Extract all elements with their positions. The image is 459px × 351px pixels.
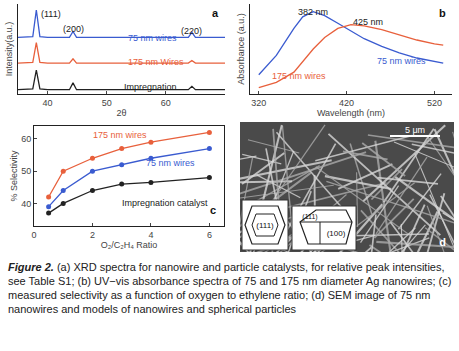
svg-text:382 nm: 382 nm — [298, 7, 328, 17]
svg-text:6: 6 — [207, 230, 212, 240]
svg-text:Absorbance (a.u.): Absorbance (a.u.) — [236, 13, 246, 85]
svg-text:b: b — [439, 7, 446, 19]
svg-text:(100): (100) — [327, 229, 346, 238]
svg-text:Intensity(a.u.): Intensity(a.u.) — [4, 22, 14, 77]
svg-text:40: 40 — [43, 98, 53, 108]
svg-text:(200): (200) — [63, 24, 84, 34]
svg-text:Impregnation catalyst: Impregnation catalyst — [122, 198, 208, 208]
svg-text:d: d — [439, 236, 446, 248]
svg-text:50: 50 — [102, 98, 112, 108]
svg-text:175 nm wires: 175 nm wires — [272, 71, 326, 81]
svg-text:2θ: 2θ — [116, 108, 126, 118]
svg-text:75 nm wires: 75 nm wires — [128, 33, 177, 43]
svg-text:% Selectivity: % Selectivity — [9, 150, 19, 202]
svg-text:c: c — [210, 204, 216, 216]
svg-text:75 nm wires: 75 nm wires — [146, 158, 195, 168]
svg-text:Impregnation: Impregnation — [124, 82, 177, 92]
svg-text:4: 4 — [148, 230, 153, 240]
svg-text:40: 40 — [21, 199, 31, 209]
svg-text:(111): (111) — [256, 221, 274, 230]
svg-text:(111): (111) — [302, 213, 317, 221]
svg-text:2: 2 — [90, 230, 95, 240]
svg-text:75 nm wires: 75 nm wires — [377, 56, 426, 66]
svg-text:320: 320 — [251, 98, 266, 108]
svg-text:175 nm Wires: 175 nm Wires — [128, 57, 184, 67]
svg-text:50: 50 — [21, 166, 31, 176]
svg-text:O₂/C₂H₄ Ratio: O₂/C₂H₄ Ratio — [101, 240, 158, 250]
svg-text:5 μm: 5 μm — [405, 125, 425, 135]
svg-text:Wavelength (nm): Wavelength (nm) — [317, 108, 385, 118]
svg-text:420: 420 — [339, 98, 354, 108]
svg-text:60: 60 — [21, 134, 31, 144]
svg-text:a: a — [212, 7, 219, 19]
svg-text:520: 520 — [427, 98, 442, 108]
svg-text:60: 60 — [161, 98, 171, 108]
svg-text:175 nm wires: 175 nm wires — [93, 130, 147, 140]
svg-text:(111): (111) — [41, 9, 61, 19]
svg-text:0: 0 — [31, 230, 36, 240]
html-text:Figure 2. (a) XRD spectra for: Figure 2. (a) XRD spectra for nanowire a… — [8, 261, 452, 315]
svg-text:(220): (220) — [181, 26, 202, 36]
svg-text:425 nm: 425 nm — [353, 17, 383, 27]
